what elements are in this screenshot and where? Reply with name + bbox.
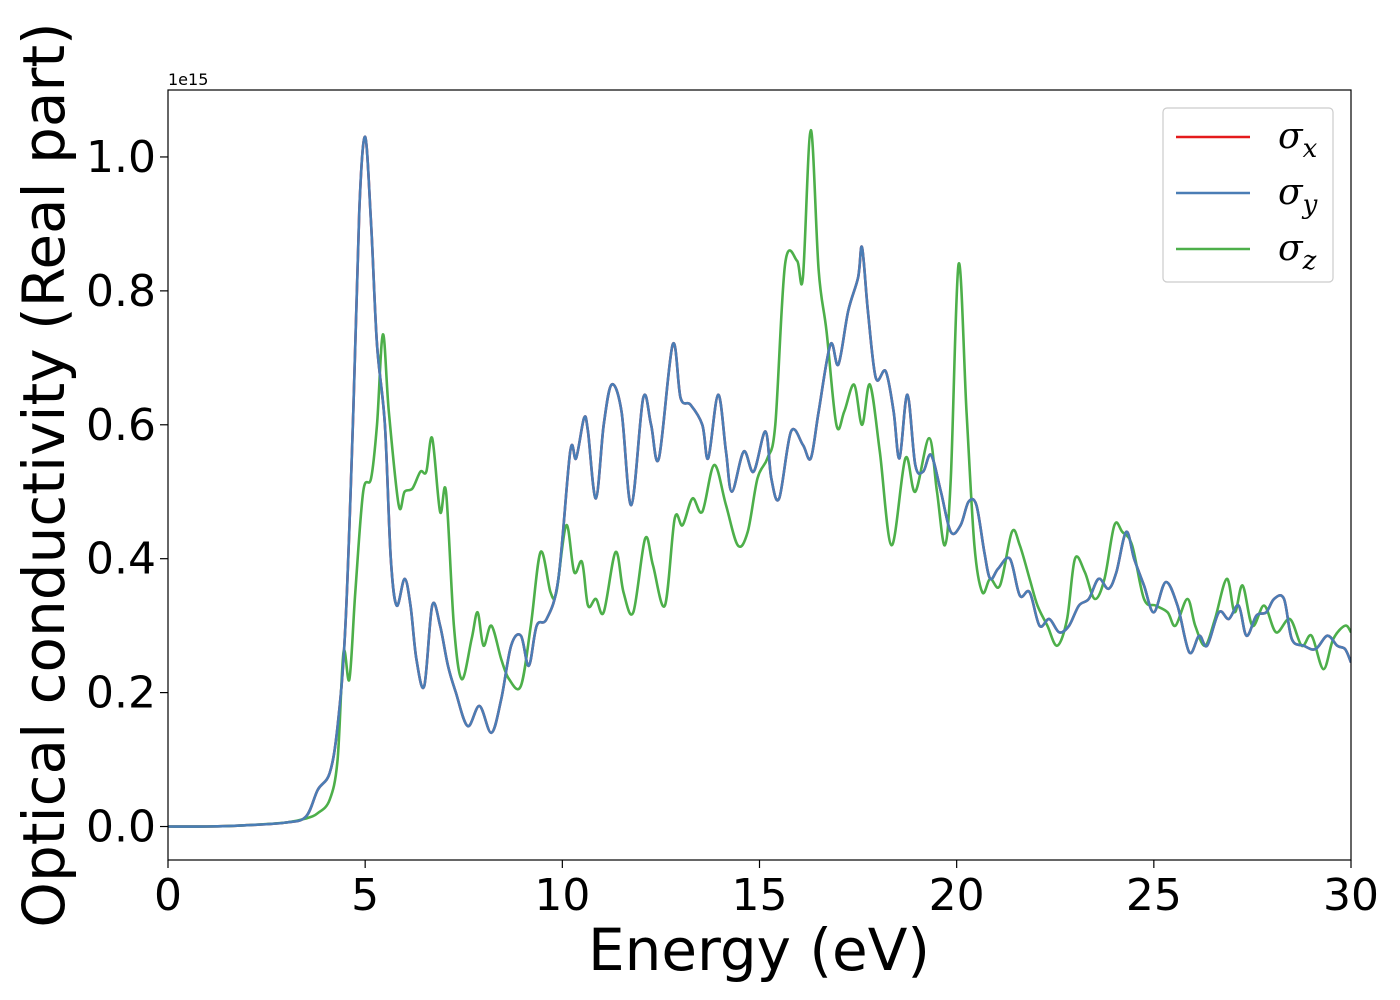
y-axis: 0.0 0.2 0.4 0.6 0.8 1.0 [86, 132, 168, 853]
legend-label-x: σx [1278, 116, 1318, 164]
x-tick-label: 5 [351, 870, 379, 921]
x-tick-label: 20 [929, 870, 985, 921]
x-tick-label: 25 [1126, 870, 1182, 921]
legend-label-z: σz [1278, 228, 1317, 276]
x-tick-label: 30 [1323, 870, 1379, 921]
x-tick-label: 15 [732, 870, 788, 921]
y-tick-label: 0.4 [86, 534, 156, 585]
x-tick-label: 10 [534, 870, 590, 921]
legend-box [1162, 107, 1334, 283]
legend-label-y: σy [1278, 172, 1318, 220]
series-layer [168, 128, 1351, 828]
y-tick-label: 0.2 [86, 668, 156, 719]
legend: σx σy σz [1162, 107, 1334, 283]
y-tick-label: 1.0 [86, 132, 156, 183]
x-axis: 0 5 10 15 20 25 30 [154, 860, 1379, 921]
series-line-y [168, 135, 1351, 828]
y-axis-offset-label: 1e15 [168, 70, 208, 89]
y-tick-label: 0.6 [86, 400, 156, 451]
y-axis-title: Optical conductivity (Real part) [10, 22, 78, 927]
x-tick-label: 0 [154, 870, 182, 921]
x-axis-title: Energy (eV) [588, 916, 930, 984]
y-tick-label: 0.8 [86, 266, 156, 317]
y-tick-label: 0.0 [86, 802, 156, 853]
